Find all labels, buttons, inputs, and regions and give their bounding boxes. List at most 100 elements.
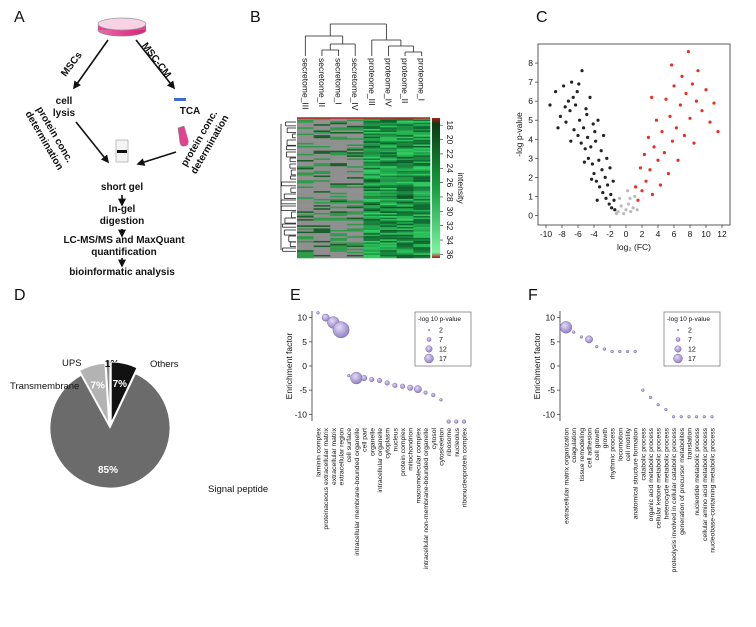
heatmap-cell xyxy=(363,118,381,120)
heatmap-cell xyxy=(346,167,364,170)
heatmap-cell xyxy=(380,139,398,142)
heatmap-cell xyxy=(330,240,348,243)
y-tick-label: -5 xyxy=(547,385,555,395)
heatmap-cell xyxy=(413,191,431,193)
point xyxy=(607,202,611,206)
legend-title: -log 10 p-value xyxy=(418,316,461,323)
heatmap-cell xyxy=(313,146,331,148)
category-label: cell motility xyxy=(625,427,632,461)
point xyxy=(708,120,712,124)
heatmap-cell xyxy=(346,248,364,251)
heatmap-cell xyxy=(396,147,414,150)
heatmap-cell xyxy=(363,256,381,259)
x-tick-label: -4 xyxy=(590,229,598,239)
heatmap-cell xyxy=(313,234,331,237)
heatmap-cell xyxy=(330,118,348,120)
heatmap-cell xyxy=(346,133,364,136)
heatmap-cell xyxy=(363,197,381,200)
heatmap-cell xyxy=(346,208,364,211)
x-tick-label: 6 xyxy=(672,229,677,239)
heatmap-cell xyxy=(380,188,398,190)
heatmap-cell xyxy=(396,188,414,190)
point xyxy=(571,95,575,99)
bubble xyxy=(648,395,653,400)
heatmap-cell xyxy=(396,192,414,195)
heatmap-cell xyxy=(380,234,398,237)
heatmap-cell xyxy=(363,192,381,195)
pie-slice xyxy=(49,373,171,489)
point xyxy=(590,162,595,166)
heatmap-cell xyxy=(413,155,431,158)
heatmap-cell xyxy=(396,244,414,246)
point xyxy=(633,194,637,199)
heatmap-cell xyxy=(363,254,381,257)
heatmap-cell xyxy=(413,205,431,207)
heatmap-cell xyxy=(380,253,398,256)
heatmap-cell xyxy=(346,136,364,139)
point xyxy=(600,168,604,172)
heatmap-cell xyxy=(413,212,431,215)
heatmap-cell xyxy=(330,234,348,237)
category-label: cytosol xyxy=(431,428,438,450)
point xyxy=(594,139,598,143)
heatmap-cell xyxy=(380,128,398,131)
point xyxy=(575,90,579,94)
colorbar-tick-label: 26 xyxy=(445,178,455,188)
heatmap-cell xyxy=(396,223,414,226)
pie-category-label: Transmembrane xyxy=(10,381,79,392)
category-label: mitochondrion xyxy=(408,428,415,471)
heatmap-cell xyxy=(413,208,431,211)
heatmap-cell xyxy=(413,250,431,253)
heatmap-cell xyxy=(413,186,431,189)
heatmap-cell xyxy=(396,240,414,243)
bubble xyxy=(413,385,422,394)
heatmap-cell xyxy=(363,237,381,240)
heatmap-cell xyxy=(313,223,331,226)
point xyxy=(598,185,602,189)
heatmap-cell xyxy=(346,128,364,131)
point xyxy=(618,196,622,200)
heatmap-cell xyxy=(380,122,398,125)
heatmap-cell xyxy=(363,158,381,161)
heatmap-cell xyxy=(330,184,348,187)
legend-label: 7 xyxy=(688,337,692,344)
pie-value-label: 85% xyxy=(98,465,118,476)
legend-label: 12 xyxy=(688,347,696,354)
heatmap-cell xyxy=(396,208,414,211)
heatmap-cell xyxy=(363,222,381,225)
y-tick-label: 2 xyxy=(528,172,533,182)
point xyxy=(650,192,655,197)
category-label: tissue remodeling xyxy=(579,428,586,481)
heatmap-cell xyxy=(413,214,431,217)
heatmap-cell xyxy=(396,186,414,189)
heatmap-cell xyxy=(413,192,431,195)
heatmap-cell xyxy=(380,164,398,167)
point xyxy=(690,82,695,86)
point xyxy=(554,90,558,94)
heatmap-cell xyxy=(313,119,331,122)
point xyxy=(604,196,608,200)
heatmap-cell xyxy=(396,214,414,217)
heatmap-cell xyxy=(313,155,331,158)
heatmap-cell xyxy=(330,146,348,148)
heatmap-cell xyxy=(297,174,314,176)
heatmap-cell xyxy=(346,158,364,161)
heatmap-cell xyxy=(297,141,314,144)
heatmap-cell xyxy=(363,216,381,218)
heatmap-cell xyxy=(313,202,331,204)
category-label: translation xyxy=(686,428,693,460)
heatmap-cell xyxy=(330,231,348,234)
heatmap-cell xyxy=(330,194,348,197)
point xyxy=(582,126,586,130)
heatmap-cell xyxy=(413,127,431,130)
heatmap-cell xyxy=(297,236,314,239)
point xyxy=(646,135,651,139)
heatmap-cell xyxy=(346,247,364,249)
point xyxy=(582,160,587,164)
heatmap-cell xyxy=(413,254,431,257)
heatmap-cell xyxy=(346,209,364,212)
heatmap-cell xyxy=(413,147,431,150)
x-tick-label: -2 xyxy=(606,229,614,239)
heatmap-cell xyxy=(297,178,314,181)
category-label: organelle xyxy=(369,428,376,456)
